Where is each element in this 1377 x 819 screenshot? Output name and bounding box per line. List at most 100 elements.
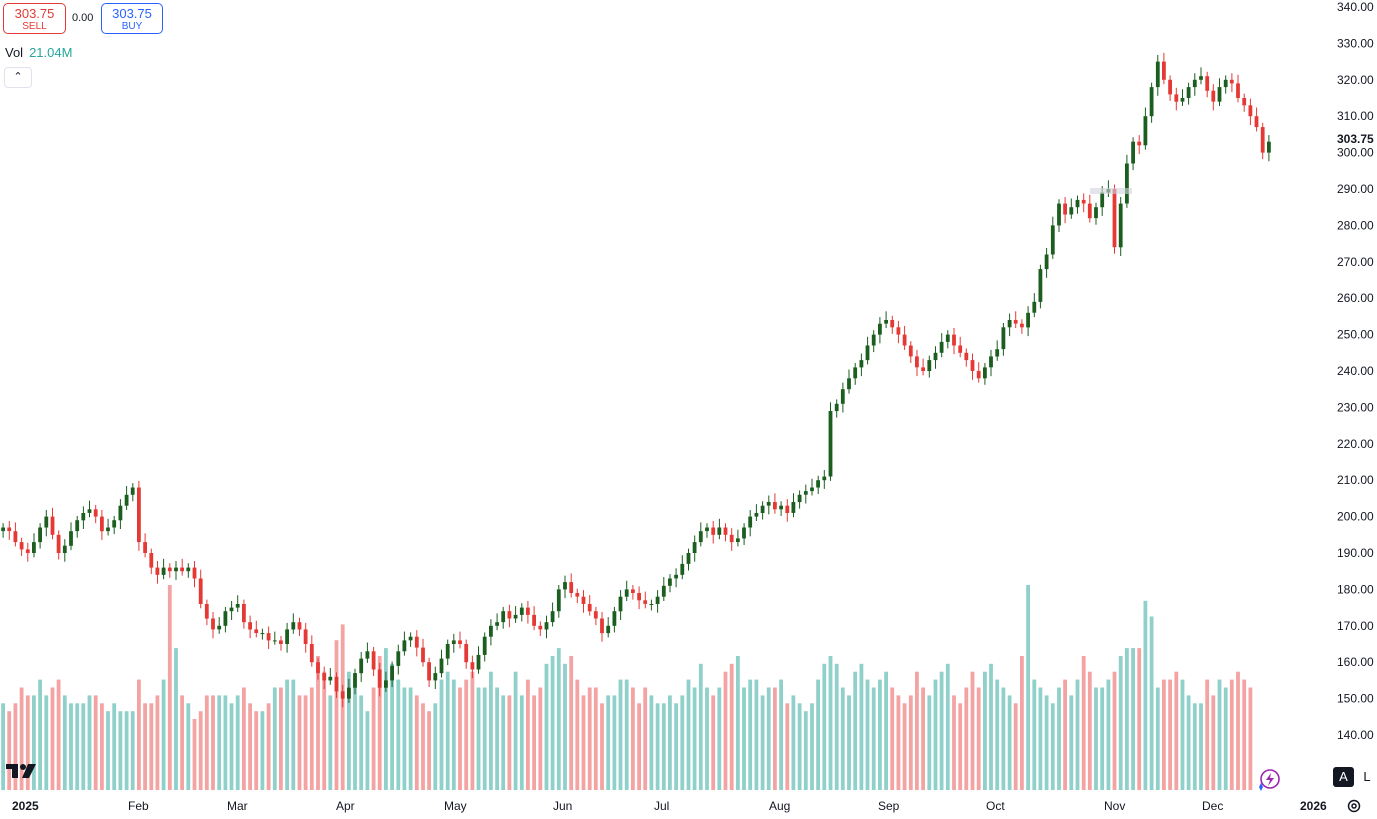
candle [1242,93,1247,112]
volume-bar [384,648,388,790]
candle [655,590,660,613]
volume-bar [19,687,24,790]
price-tick-label: 210.00 [1337,473,1374,487]
candle [736,529,740,547]
candle [766,495,771,515]
candle [464,639,469,669]
candle [458,631,462,649]
candle [668,574,672,593]
volume-bar [550,656,555,790]
candle [489,619,493,646]
candle [1069,198,1074,219]
candle [958,336,963,358]
candle [711,521,716,544]
candle [779,501,783,516]
volume-bar [1112,671,1117,790]
candle [7,521,12,540]
volume-bar [421,703,425,790]
candle [760,501,765,520]
candle [1032,293,1037,318]
candle [698,522,703,547]
price-tick-label: 200.00 [1337,510,1374,524]
candle [347,678,351,703]
volume-bar [433,703,438,790]
candle [902,325,907,350]
volume-bar [989,663,993,790]
candle [377,662,382,697]
volume-bar [7,711,12,790]
candle [908,341,913,363]
candle [1174,87,1179,111]
candle [408,632,413,647]
candle [649,599,654,611]
candle [1186,82,1191,105]
candle [705,523,709,538]
candle [1180,89,1185,106]
candle [235,595,240,612]
log-scale-button[interactable]: L [1363,769,1371,784]
candle [384,671,388,692]
time-axis[interactable]: 2025 Feb Mar Apr May Jun Jul Aug Sep Oct Nov Dec 202… [12,799,1327,813]
candle [1236,74,1240,103]
candle [1118,197,1123,256]
chevron-up-icon[interactable]: ⌃ [4,67,32,88]
volume-bar [38,679,42,790]
tv-logo-icon[interactable] [6,762,40,780]
buy-price: 303.75 [112,6,152,21]
volume-bar [711,695,716,790]
volume-bar [933,679,938,790]
candle [1248,98,1253,125]
volume-bar [149,703,154,790]
buy-button[interactable]: 303.75 BUY [101,3,163,34]
volume-bar [248,703,252,790]
candle [291,613,296,634]
price-tick-label: 250.00 [1337,328,1374,342]
candle [62,539,67,562]
volume-bar [810,703,814,790]
candle [1125,154,1129,208]
candle [340,684,345,708]
candle [1199,67,1203,85]
candle [186,563,191,578]
price-tick-label: 160.00 [1337,655,1374,669]
volume-bar [507,695,512,790]
volume-bar [785,703,790,790]
volume-bar [476,687,481,790]
volume-bar [1106,679,1111,790]
sell-button[interactable]: 303.75 SELL [3,3,66,34]
candle [674,568,678,588]
volume-bar [155,695,160,790]
lightning-icon[interactable] [1256,768,1282,792]
candle [810,478,814,496]
candle [1075,195,1080,214]
candle [803,484,808,504]
candle [631,585,635,600]
volume-bar [464,679,469,790]
volume-bar [908,695,913,790]
candle [365,642,370,663]
gear-icon[interactable] [1346,798,1362,814]
time-tick-label: Jul [654,799,669,813]
volume-bar [1057,687,1061,790]
price-tick-label: 320.00 [1337,73,1374,87]
auto-scale-button[interactable]: A [1333,767,1354,787]
candle [983,363,987,385]
volume-bar [754,679,759,790]
volume-bar [822,663,827,790]
volume-bar [921,687,925,790]
candle [1057,199,1061,232]
volume-bar [668,695,672,790]
price-axis[interactable]: 140.00 150.00 160.00 170.00 180.00 190.00 200.… [1337,0,1374,742]
volume-bar [717,687,722,790]
volume-bar [303,695,308,790]
volume-bar [600,703,604,790]
candle [1143,107,1148,150]
candle [93,505,98,524]
volume-bar [859,663,864,790]
candle [75,515,80,538]
volume-bar [766,687,771,790]
volume-bar [359,695,364,790]
volume-bar [661,703,666,790]
candle [1217,78,1222,106]
